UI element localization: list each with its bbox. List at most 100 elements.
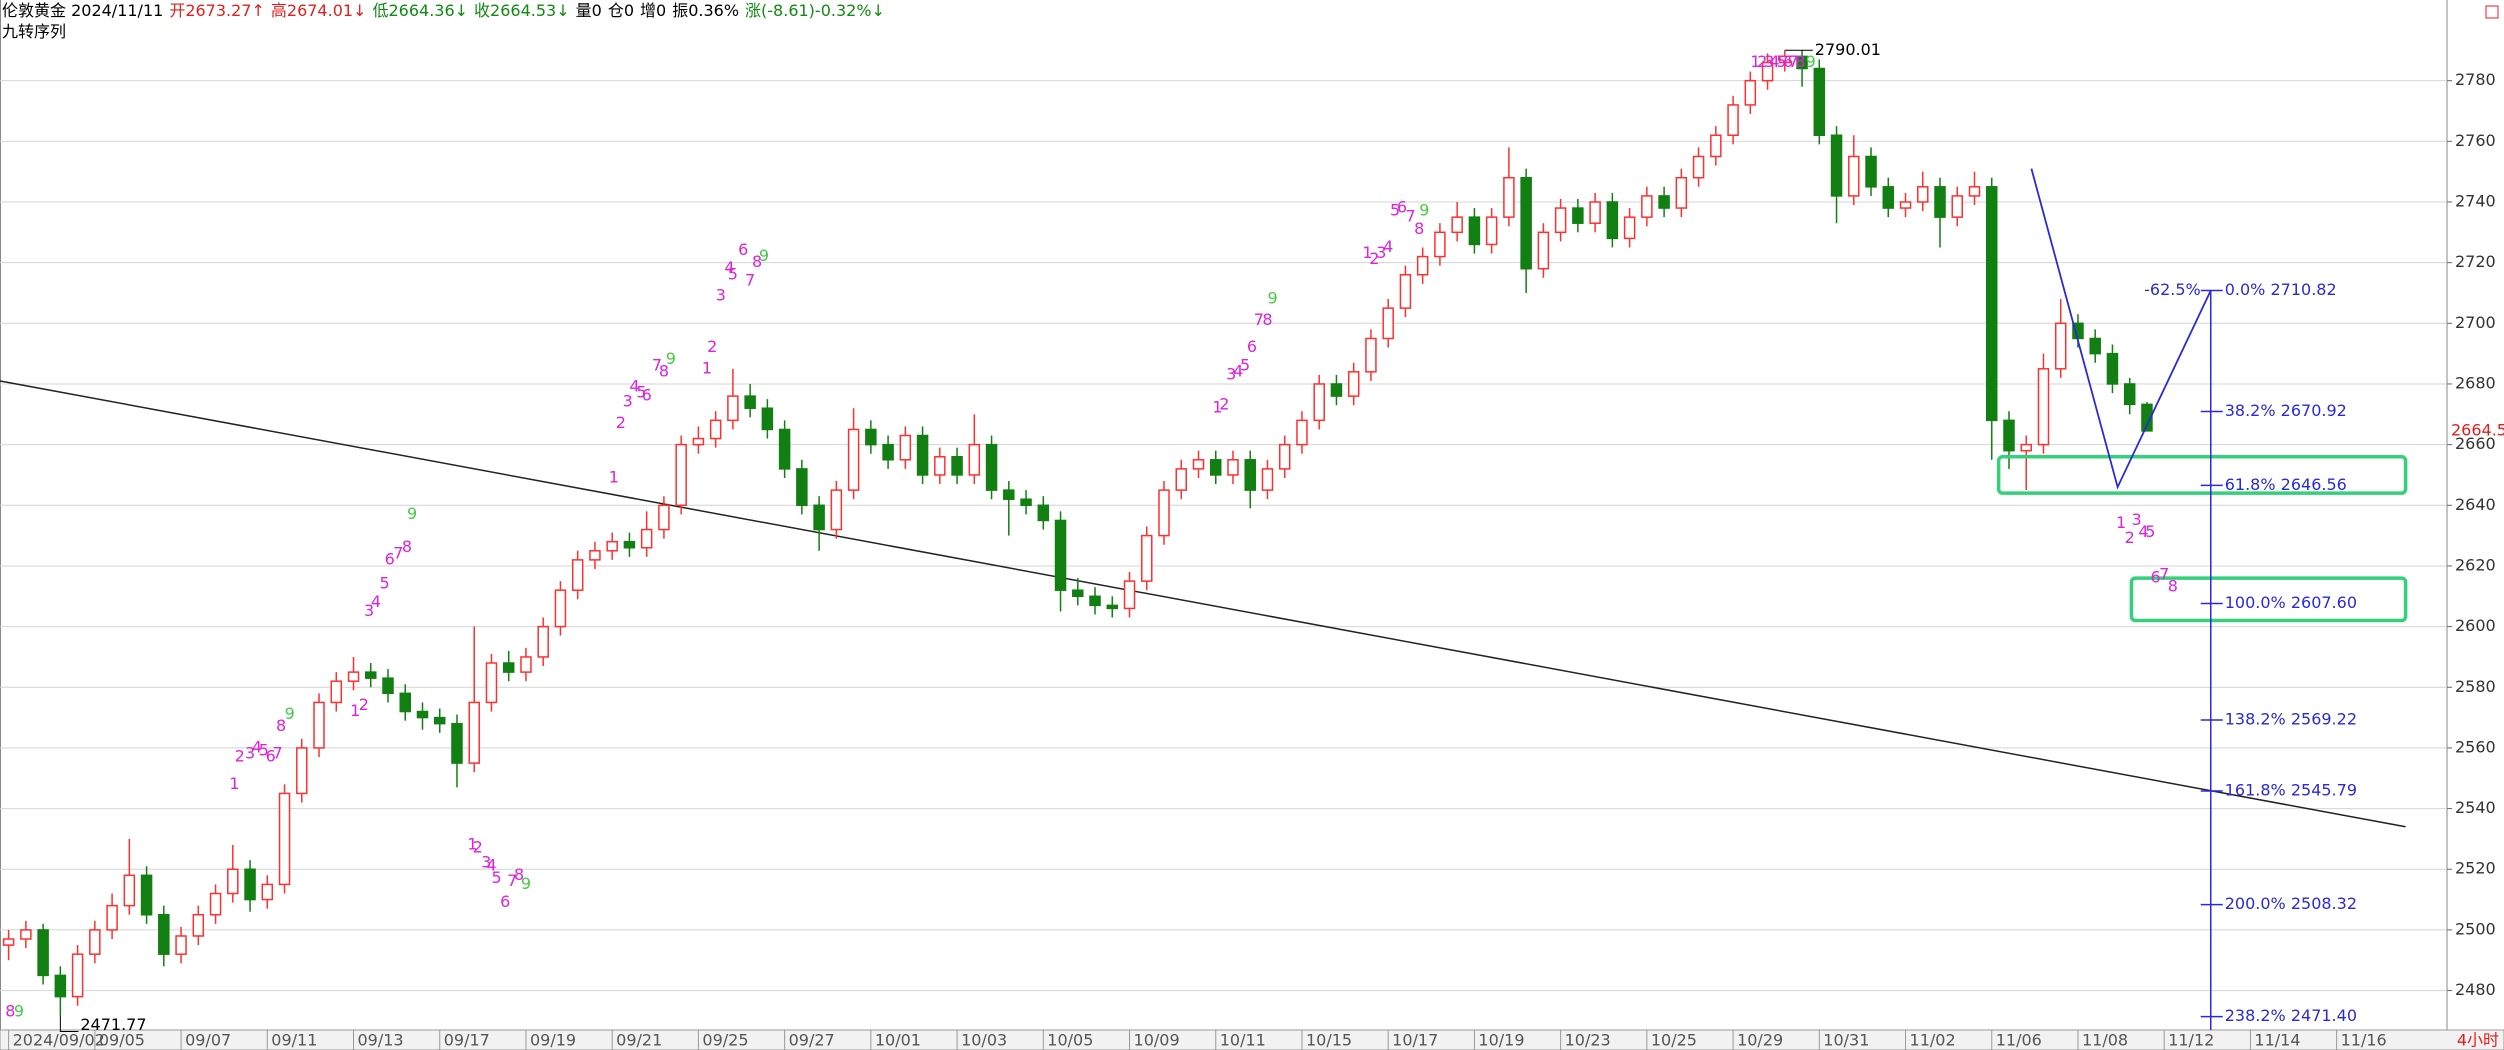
- candle-body: [1848, 155, 1860, 197]
- td-digit: 3: [245, 743, 255, 762]
- candle-body: [778, 428, 791, 470]
- candle-body: [1934, 186, 1946, 218]
- td-digit: 2: [473, 838, 483, 857]
- y-tick-label: 2560: [2455, 737, 2496, 756]
- candle-body: [1261, 468, 1274, 491]
- candle-body: [1192, 459, 1205, 470]
- candle-body: [158, 913, 170, 955]
- y-tick-label: 2520: [2455, 859, 2496, 878]
- candle-body: [692, 437, 705, 446]
- x-tick-label: 11/12: [2168, 1031, 2214, 1050]
- candle-body: [2020, 443, 2032, 452]
- x-tick-label: 10/25: [1651, 1031, 1697, 1050]
- td-digit: 1: [1750, 52, 1760, 71]
- candle-body: [761, 407, 774, 431]
- highlight-box: [2129, 576, 2408, 623]
- td-digit: 6: [642, 386, 652, 405]
- td-digit: 3: [1226, 364, 1236, 383]
- candle-body: [382, 677, 394, 695]
- fib-extra-label: -62.5%: [2144, 280, 2201, 299]
- candle-body: [330, 680, 343, 704]
- td-digit: 9: [14, 1001, 24, 1020]
- header-item: 收2664.53↓: [474, 1, 570, 20]
- x-tick-label: 11/08: [2082, 1031, 2128, 1050]
- candle-body: [1537, 231, 1550, 270]
- candle-body: [1503, 176, 1515, 218]
- last-price-label: 2664.53: [2451, 420, 2504, 439]
- x-tick-label: 10/15: [1306, 1031, 1352, 1050]
- td-digit: 9: [285, 704, 295, 723]
- td-digit: 9: [407, 504, 417, 523]
- indicator-name: 九转序列: [2, 22, 67, 41]
- td-digit: 3: [716, 286, 726, 305]
- candle-body: [502, 662, 515, 673]
- x-tick-label: 11/06: [1996, 1031, 2042, 1050]
- td-digit: 2: [2125, 528, 2135, 547]
- td-digit: 5: [492, 868, 502, 887]
- candle-body: [1968, 186, 1981, 197]
- candle-body: [71, 953, 84, 998]
- candle-body: [365, 671, 377, 679]
- candle-body: [347, 671, 360, 682]
- candle-body: [571, 559, 584, 591]
- candle-body: [796, 468, 808, 507]
- candle-body: [416, 710, 429, 719]
- candle-body: [1347, 371, 1360, 397]
- td-digit: 2: [359, 695, 369, 714]
- td-digit: 5: [1776, 52, 1786, 71]
- td-digit: 5: [1240, 355, 1250, 374]
- candle-body: [658, 504, 670, 531]
- candle-body: [451, 722, 463, 764]
- td-digit: 7: [273, 743, 283, 762]
- candle-body: [227, 868, 239, 895]
- x-tick-label: 09/17: [444, 1031, 490, 1050]
- td-digit: 3: [364, 601, 374, 620]
- td-digit: 6: [266, 747, 276, 766]
- td-digit: 4: [724, 258, 734, 277]
- candle-body: [1158, 489, 1170, 537]
- td-digit: 6: [2150, 568, 2160, 587]
- td-digit: 8: [752, 252, 762, 271]
- td-digit: 1: [702, 358, 712, 377]
- candle-body: [1865, 155, 1877, 188]
- y-tick-label: 2660: [2455, 434, 2496, 453]
- x-tick-label: 10/09: [1134, 1031, 1180, 1050]
- candle-body: [520, 656, 532, 673]
- td-digit: 4: [252, 737, 262, 756]
- x-tick-label: 10/17: [1392, 1031, 1438, 1050]
- candle-body: [1589, 201, 1601, 224]
- td-digit: 1: [229, 774, 239, 793]
- td-digit: 2: [235, 747, 245, 766]
- header-item: 增0: [640, 1, 667, 20]
- y-tick-label: 2700: [2455, 313, 2496, 332]
- x-tick-label: 09/13: [358, 1031, 404, 1050]
- candle-body: [106, 904, 118, 931]
- td-digit: 7: [1788, 52, 1798, 71]
- td-digit: 5: [728, 264, 738, 283]
- y-tick-label: 2620: [2455, 555, 2496, 574]
- td-digit: 8: [1795, 52, 1805, 71]
- candle-body: [934, 456, 946, 476]
- candle-body: [589, 550, 601, 561]
- y-tick-label: 2640: [2455, 495, 2496, 514]
- td-digit: 9: [666, 349, 676, 368]
- td-digit: 5: [2145, 522, 2155, 541]
- candle-body: [1054, 519, 1067, 591]
- x-tick-label: 09/27: [789, 1031, 835, 1050]
- candle-body: [606, 540, 618, 552]
- candle-body: [1779, 55, 1791, 64]
- td-digit: 7: [1406, 207, 1416, 226]
- candle-body: [1244, 459, 1256, 491]
- candle-body: [537, 625, 549, 658]
- candle-body: [554, 589, 567, 628]
- td-digit: 3: [2132, 510, 2142, 529]
- td-digit: 9: [1806, 52, 1816, 71]
- corner-icon[interactable]: [2485, 5, 2499, 19]
- candle-body: [1399, 274, 1412, 309]
- td-digit: 8: [1414, 219, 1424, 238]
- td-digit: 7: [745, 270, 755, 289]
- candle-body: [830, 489, 843, 531]
- y-tick-label: 2480: [2455, 980, 2496, 999]
- low-marker: [59, 1015, 79, 1033]
- td-digit: 4: [1769, 52, 1779, 71]
